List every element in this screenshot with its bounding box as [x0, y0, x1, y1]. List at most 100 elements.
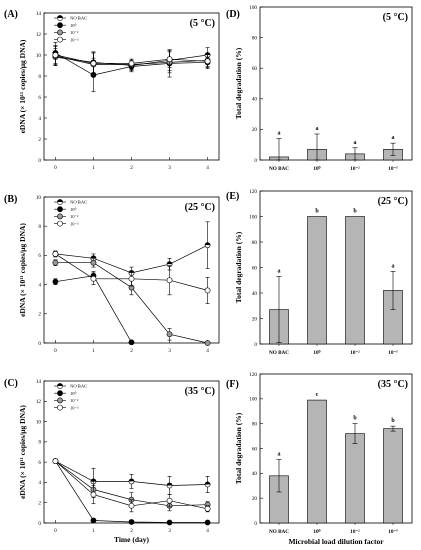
y-axis-label: Total degradation (%) [234, 47, 243, 119]
x-tick-label: 4 [206, 165, 209, 171]
category-label: 10⁻² [350, 529, 360, 535]
legend-marker [57, 390, 63, 397]
y-axis-label: Total degradation (%) [234, 412, 243, 484]
legend-marker [57, 404, 63, 411]
category-label: 10⁻² [350, 350, 360, 356]
category-label: 10⁰ [313, 166, 320, 172]
y-tick-label: 6 [38, 253, 41, 259]
data-point-half [90, 255, 97, 259]
y-tick-label: 14 [36, 11, 42, 17]
legend-label: 10⁻² [70, 398, 79, 403]
y-tick-label: 40 [252, 97, 258, 103]
panel-letter: (B) [4, 194, 17, 205]
x-tick-label: 1 [92, 165, 95, 171]
y-tick-label: 100 [249, 397, 257, 403]
y-tick-label: 4 [38, 116, 41, 122]
category-label: 10⁻⁵ [388, 166, 398, 172]
data-point [128, 60, 135, 67]
series-1 [52, 221, 211, 280]
y-tick-label: 14 [36, 379, 42, 385]
significance-letter: c [316, 392, 319, 398]
y-tick-label: 6 [38, 95, 41, 101]
bar [345, 433, 365, 524]
legend-label: 10⁻² [70, 214, 79, 219]
y-axis-label: eDNA (× 10¹¹ copies/μg DNA) [18, 39, 27, 133]
legend-label: NO BAC [70, 384, 87, 389]
data-point-half [90, 478, 97, 482]
panel-f: (F) (35 °C) 0 20 40 60 80 100 120 Total degradati… [226, 372, 413, 546]
legend-label: NO BAC [70, 16, 87, 21]
legend-marker [57, 397, 63, 404]
y-axis-label: Total degradation (%) [234, 231, 243, 303]
data-point [90, 517, 97, 524]
significance-letter: a [354, 140, 357, 146]
data-point [52, 278, 59, 285]
y-tick-label: 10 [36, 53, 42, 59]
legend-marker [57, 213, 63, 220]
data-point [128, 519, 135, 525]
legend-marker-half [57, 15, 63, 18]
significance-letter: a [278, 131, 281, 137]
panel-e: (E) (25 °C) 0 20 40 60 80 100 120 Total degradati… [226, 189, 413, 356]
y-tick-label: 4 [38, 480, 41, 486]
legend-marker [57, 22, 63, 29]
significance-letter: b [315, 209, 319, 215]
data-point [90, 491, 97, 498]
data-point [166, 519, 173, 526]
data-point [204, 505, 211, 512]
category-label: 10⁰ [313, 529, 320, 535]
x-tick-label: 0 [54, 165, 57, 171]
legend-label: 10⁻⁵ [70, 405, 79, 410]
data-point [52, 458, 59, 465]
data-point [128, 275, 135, 282]
bar [307, 216, 327, 345]
bar [345, 216, 365, 345]
significance-letter: b [353, 416, 357, 422]
significance-letter: b [353, 209, 357, 215]
y-tick-label: 100 [249, 5, 257, 11]
legend-marker [57, 29, 63, 36]
legend-label: NO BAC [70, 200, 87, 205]
temperature-label: (35 °C) [378, 379, 408, 390]
y-tick-label: 0 [254, 158, 257, 164]
panel-d: (D) (5 °C) 0 20 40 60 80 100 Total degradation (… [226, 5, 413, 172]
y-tick-label: 10 [36, 195, 42, 201]
significance-letter: a [392, 263, 395, 269]
data-point [166, 331, 173, 338]
legend-marker [57, 206, 63, 213]
series-3 [52, 258, 211, 346]
x-tick-label: 1 [92, 348, 95, 354]
data-point [128, 502, 135, 509]
category-label: NO BAC [269, 350, 289, 356]
legend-marker-half [57, 199, 63, 202]
y-tick-label: 40 [252, 471, 258, 477]
data-point [52, 251, 59, 257]
y-tick-label: 80 [252, 35, 258, 41]
panel-letter: (A) [4, 9, 18, 20]
legend-marker [57, 36, 63, 43]
significance-letter: a [278, 268, 281, 274]
y-tick-label: 2 [38, 137, 41, 143]
series-2 [52, 458, 211, 526]
y-tick-label: 60 [252, 265, 258, 271]
x-tick-label: 1 [92, 528, 95, 534]
category-label: 10⁻⁵ [388, 529, 398, 535]
series-4 [52, 458, 211, 513]
y-tick-label: 20 [252, 496, 258, 502]
y-tick-label: 20 [252, 316, 258, 322]
x-tick-label: 4 [206, 348, 209, 354]
x-tick-label: 0 [54, 348, 57, 354]
series-4 [52, 250, 211, 304]
category-label: 10⁻² [350, 166, 360, 172]
series-line [55, 275, 132, 343]
significance-letter: a [316, 126, 319, 132]
temperature-label: (35 °C) [185, 386, 215, 397]
legend-label: 10⁻⁵ [70, 221, 79, 226]
y-tick-label: 12 [36, 32, 42, 38]
x-tick-label: 3 [168, 165, 171, 171]
y-tick-label: 40 [252, 291, 258, 297]
y-tick-label: 0 [254, 342, 257, 348]
y-tick-label: 60 [252, 66, 258, 72]
y-tick-label: 8 [38, 440, 41, 446]
